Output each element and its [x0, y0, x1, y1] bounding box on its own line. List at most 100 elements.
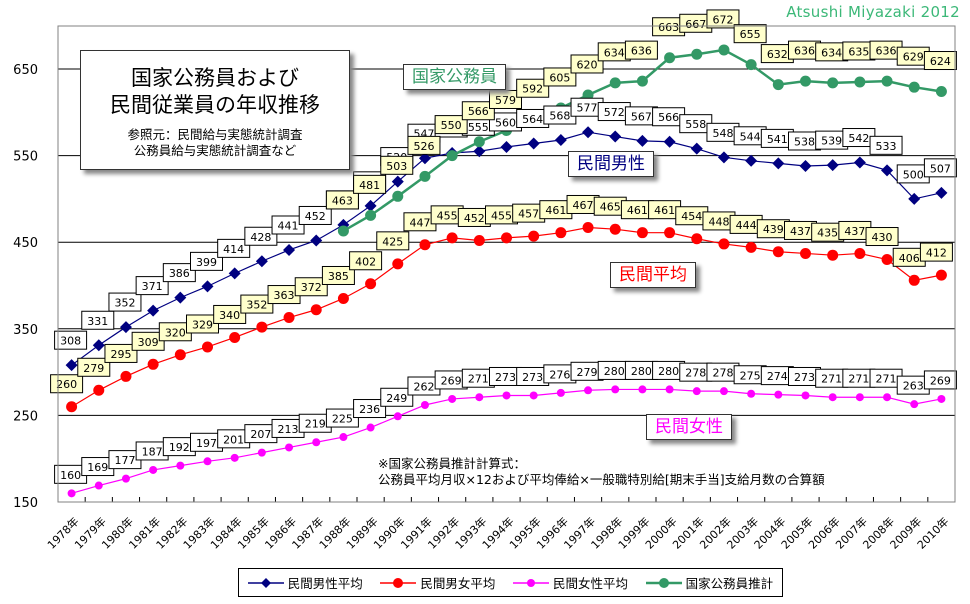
- data-point-marker: [120, 370, 132, 382]
- data-point-marker: [801, 391, 810, 400]
- y-tick-label: 450: [13, 236, 38, 251]
- data-label: 201: [217, 429, 251, 449]
- data-point-marker: [719, 387, 728, 396]
- data-label-box: [244, 226, 278, 246]
- data-point-marker: [908, 274, 920, 286]
- legend-item-national: 国家公務員推計: [645, 573, 773, 592]
- data-label-text: 624: [930, 55, 951, 68]
- data-label-text: 526: [413, 140, 434, 153]
- data-point-marker: [202, 341, 213, 353]
- data-label: 441: [271, 215, 305, 235]
- data-label-box: [104, 343, 138, 363]
- data-label: 309: [131, 331, 165, 351]
- data-label-box: [50, 374, 84, 394]
- data-label: 636: [869, 40, 903, 60]
- y-axis-ticks: 150 250 350 450 550 650: [13, 63, 38, 511]
- data-label: 271: [842, 368, 876, 388]
- data-label: 548: [706, 122, 740, 142]
- data-label-box: [240, 294, 274, 314]
- data-label: 177: [108, 450, 142, 470]
- data-label-text: 448: [708, 215, 729, 228]
- data-point-marker: [935, 186, 948, 199]
- data-label-text: 273: [794, 371, 815, 384]
- data-label-text: 465: [600, 201, 621, 214]
- data-label-text: 592: [522, 83, 543, 96]
- data-label-text: 308: [60, 335, 81, 348]
- legend-label: 民間男性平均: [287, 576, 363, 591]
- data-label: 428: [244, 226, 278, 246]
- data-label-text: 363: [274, 289, 295, 302]
- series-average: [66, 221, 947, 413]
- data-label-text: 667: [685, 18, 706, 31]
- data-label: 399: [190, 251, 223, 271]
- data-label-box: [162, 263, 196, 283]
- data-point-marker: [65, 359, 78, 372]
- data-label-box: [434, 115, 468, 135]
- data-point-marker: [690, 142, 703, 155]
- data-point-marker: [528, 230, 540, 242]
- data-label-text: 177: [114, 454, 135, 467]
- data-label-text: 452: [305, 210, 326, 223]
- data-label-text: 539: [821, 135, 842, 148]
- data-point-marker: [229, 331, 241, 343]
- data-label-text: 566: [468, 105, 489, 118]
- y-tick-label: 150: [13, 496, 38, 511]
- data-label-text: 278: [712, 367, 733, 380]
- data-label: 636: [788, 40, 821, 60]
- data-label-box: [869, 135, 903, 155]
- callout-male: 民間男性: [568, 151, 654, 177]
- data-point-marker: [119, 321, 132, 334]
- data-label: 533: [869, 135, 903, 155]
- data-label-text: 402: [355, 255, 376, 268]
- data-label-text: 279: [577, 366, 598, 379]
- data-label-text: 263: [903, 380, 924, 393]
- data-point-marker: [312, 438, 321, 447]
- data-label-text: 507: [930, 162, 951, 175]
- data-label-text: 385: [328, 270, 349, 283]
- data-label-text: 564: [522, 113, 543, 126]
- data-point-marker: [691, 48, 703, 60]
- data-label-text: 372: [301, 281, 322, 294]
- data-point-marker: [745, 154, 758, 167]
- data-point-marker: [692, 387, 701, 396]
- data-label-box: [380, 155, 414, 175]
- data-label: 558: [679, 114, 713, 134]
- data-label-text: 538: [794, 135, 815, 148]
- data-point-marker: [391, 175, 404, 188]
- data-label-text: 340: [219, 309, 240, 322]
- data-label: 262: [407, 376, 441, 396]
- data-point-marker: [420, 401, 429, 410]
- y-tick-label: 250: [13, 409, 38, 424]
- data-point-marker: [854, 76, 866, 88]
- data-point-marker: [554, 134, 567, 147]
- data-label-text: 274: [767, 370, 788, 383]
- data-point-marker: [664, 227, 676, 239]
- data-point-marker: [663, 135, 676, 148]
- data-label-text: 620: [577, 58, 598, 71]
- circle-marker-icon: [513, 578, 550, 587]
- x-axis-ticks: 1978年1979年1980年1981年1982年1983年1984年1985年…: [44, 497, 956, 552]
- data-label: 667: [679, 13, 713, 33]
- data-label-box: [186, 314, 219, 334]
- data-label-box: [919, 242, 953, 262]
- data-point-marker: [937, 394, 946, 403]
- data-label: 308: [54, 330, 88, 350]
- y-tick-label: 650: [13, 63, 38, 78]
- data-label: 455: [430, 205, 464, 225]
- data-label-box: [77, 357, 111, 377]
- data-label-box: [298, 205, 332, 225]
- data-label-box: [217, 238, 251, 258]
- data-label-box: [325, 408, 359, 428]
- data-label: 320: [158, 322, 192, 342]
- data-label: 435: [811, 222, 845, 242]
- source-line-1: 参照元：民間給与実態統計調査: [127, 127, 303, 142]
- data-label: 260: [50, 374, 84, 394]
- data-label: 550: [434, 115, 468, 135]
- data-point-marker: [774, 390, 783, 399]
- data-label-box: [271, 215, 305, 235]
- data-label: 275: [733, 365, 767, 385]
- data-label-text: 579: [495, 94, 516, 107]
- data-label-text: 481: [359, 179, 380, 192]
- data-point-marker: [908, 192, 921, 205]
- data-label-box: [923, 51, 957, 71]
